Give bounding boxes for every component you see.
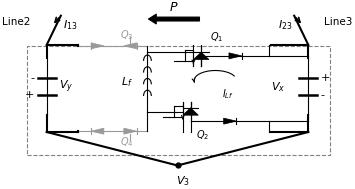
Polygon shape (229, 53, 242, 59)
Text: +: + (321, 73, 330, 83)
Text: +: + (25, 90, 34, 100)
Text: Line2: Line2 (2, 17, 31, 27)
Text: $V_y$: $V_y$ (59, 79, 73, 95)
Polygon shape (91, 128, 104, 134)
Polygon shape (124, 128, 137, 134)
Text: $V_x$: $V_x$ (271, 80, 285, 94)
Text: -: - (30, 73, 34, 83)
Text: $Q_4$: $Q_4$ (120, 135, 134, 149)
Text: $Q_1$: $Q_1$ (210, 30, 223, 44)
Text: $V_3$: $V_3$ (176, 174, 190, 188)
Polygon shape (124, 43, 137, 49)
Text: $I_{13}$: $I_{13}$ (62, 18, 77, 32)
Polygon shape (91, 43, 104, 49)
Text: $I_{23}$: $I_{23}$ (278, 18, 293, 32)
Text: $P$: $P$ (169, 1, 179, 14)
Polygon shape (183, 108, 198, 115)
Text: $L_f$: $L_f$ (121, 75, 133, 89)
Text: Line3: Line3 (324, 17, 353, 27)
Text: $I_{Lf}$: $I_{Lf}$ (223, 87, 234, 101)
Text: -: - (321, 90, 325, 100)
Bar (27, 46, 329, 155)
Text: $Q_2$: $Q_2$ (196, 128, 209, 142)
Polygon shape (224, 118, 236, 124)
Text: $Q_3$: $Q_3$ (120, 28, 133, 42)
Polygon shape (193, 52, 209, 60)
